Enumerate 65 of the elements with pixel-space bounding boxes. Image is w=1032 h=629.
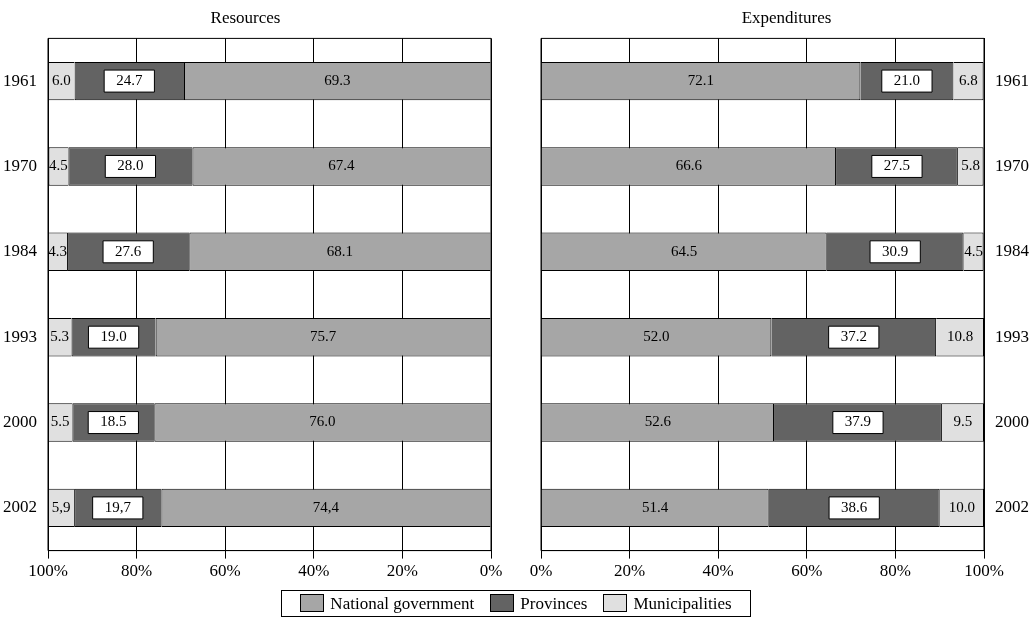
y-tick-label: 2002 bbox=[995, 497, 1029, 517]
data-label: 72.1 bbox=[687, 72, 715, 89]
y-tick-label: 1970 bbox=[995, 155, 1029, 175]
legend-label: National government bbox=[329, 594, 475, 615]
data-label: 52.0 bbox=[643, 328, 670, 345]
data-label: 6.8 bbox=[959, 72, 978, 89]
data-label: 66.6 bbox=[675, 157, 703, 174]
data-label: 4.5 bbox=[49, 157, 68, 174]
y-tick-label: 1984 bbox=[995, 241, 1030, 261]
data-label: 28.0 bbox=[117, 157, 144, 174]
data-label: 27.5 bbox=[883, 157, 911, 174]
chart-title: Resources bbox=[210, 7, 281, 27]
x-tick-label: 40% bbox=[298, 561, 330, 581]
data-label: 51.4 bbox=[641, 498, 669, 515]
x-tick-label: 80% bbox=[121, 561, 153, 581]
data-label: 4.3 bbox=[48, 242, 67, 259]
x-tick-label: 60% bbox=[791, 561, 823, 581]
data-label: 19.0 bbox=[100, 328, 127, 345]
x-tick-label: 100% bbox=[28, 561, 68, 581]
x-tick-label: 60% bbox=[209, 561, 241, 581]
y-tick-label: 2002 bbox=[3, 497, 37, 517]
chart-title: Expenditures bbox=[741, 7, 832, 27]
data-label: 52.6 bbox=[644, 413, 672, 430]
data-label: 10.8 bbox=[946, 328, 974, 345]
data-label: 18.5 bbox=[100, 413, 127, 430]
x-tick-label: 40% bbox=[702, 561, 734, 581]
data-label: 27.6 bbox=[115, 242, 142, 259]
data-label: 19,7 bbox=[104, 498, 132, 515]
legend-label: Provinces bbox=[519, 594, 588, 615]
data-label: 5.5 bbox=[50, 413, 70, 430]
data-label: 5.3 bbox=[50, 328, 70, 345]
y-tick-label: 1961 bbox=[995, 70, 1029, 90]
y-tick-label: 1970 bbox=[3, 155, 37, 175]
x-tick-label: 0% bbox=[479, 561, 503, 581]
data-label: 30.9 bbox=[882, 242, 909, 259]
x-tick-label: 20% bbox=[386, 561, 418, 581]
y-tick-label: 1961 bbox=[3, 70, 37, 90]
y-tick-label: 1993 bbox=[3, 326, 37, 346]
x-tick-label: 100% bbox=[964, 561, 1004, 581]
data-label: 21.0 bbox=[893, 72, 921, 89]
data-label: 6.0 bbox=[51, 72, 71, 89]
y-tick-label: 1984 bbox=[3, 241, 38, 261]
data-label: 4.5 bbox=[964, 242, 983, 259]
data-label: 74,4 bbox=[312, 498, 340, 515]
data-label: 69.3 bbox=[324, 72, 351, 89]
data-label: 5,9 bbox=[51, 498, 71, 515]
y-tick-label: 2000 bbox=[3, 412, 37, 432]
data-label: 76.0 bbox=[309, 413, 336, 430]
data-label: 37.9 bbox=[844, 413, 872, 430]
data-label: 68.1 bbox=[326, 242, 354, 259]
x-tick-label: 20% bbox=[614, 561, 646, 581]
data-label: 5.8 bbox=[961, 157, 981, 174]
data-label: 24.7 bbox=[116, 72, 143, 89]
data-label: 64.5 bbox=[670, 242, 698, 259]
data-label: 38.6 bbox=[841, 498, 868, 515]
data-label: 10.0 bbox=[948, 498, 975, 515]
legend-label: Municipalities bbox=[632, 594, 732, 615]
x-tick-label: 80% bbox=[879, 561, 911, 581]
x-tick-label: 0% bbox=[529, 561, 553, 581]
data-label: 9.5 bbox=[953, 413, 973, 430]
y-tick-label: 1993 bbox=[995, 326, 1029, 346]
y-tick-label: 2000 bbox=[995, 412, 1029, 432]
data-label: 67.4 bbox=[328, 157, 356, 174]
data-label: 75.7 bbox=[309, 328, 337, 345]
data-label: 37.2 bbox=[840, 328, 867, 345]
